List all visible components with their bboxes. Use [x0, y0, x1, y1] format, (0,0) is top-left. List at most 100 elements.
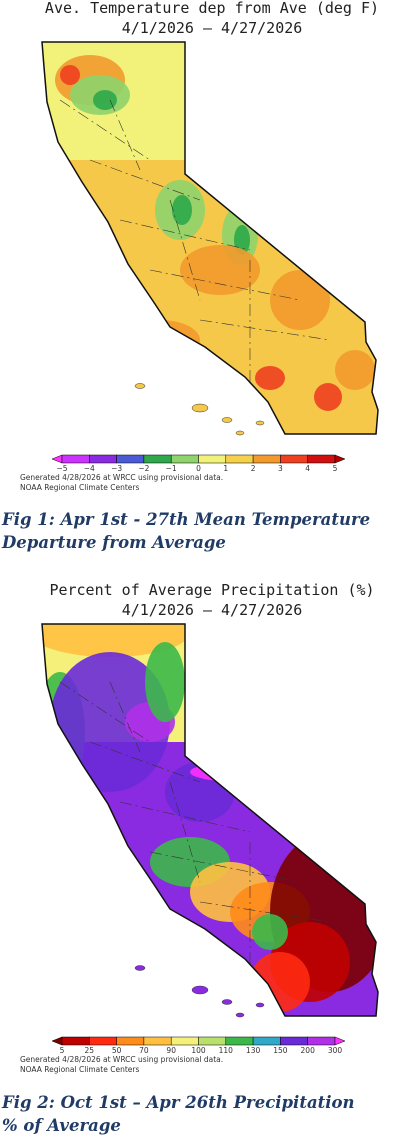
anomaly-area	[188, 940, 212, 964]
colorbar-label: 90	[166, 1046, 176, 1055]
caption-text: : Oct 1st – Apr 26th Precipitation % of …	[2, 1093, 355, 1135]
county-line	[169, 781, 201, 883]
anomaly-area	[255, 366, 285, 390]
colorbar-label: −2	[138, 464, 149, 473]
colorbar-segment	[170, 454, 199, 464]
colorbar-segment	[89, 454, 117, 464]
colorbar-label: −1	[166, 464, 177, 473]
county-line	[109, 99, 141, 171]
colorbar-segment	[280, 1036, 308, 1046]
island	[191, 403, 209, 413]
colorbar-end	[51, 1036, 63, 1046]
island	[191, 985, 209, 995]
anomaly-area	[50, 652, 170, 792]
colorbar-segment	[198, 454, 227, 464]
colorbar-label: 130	[246, 1046, 261, 1055]
colorbar-segment	[116, 1036, 145, 1046]
colorbar-label: 1	[223, 464, 228, 473]
state-outline	[41, 623, 379, 1017]
county-line	[149, 851, 301, 883]
colorbar-label: −4	[84, 464, 95, 473]
colorbar-label: 25	[85, 1046, 95, 1055]
colorbar-label: 3	[278, 464, 283, 473]
colorbar-label: −3	[111, 464, 122, 473]
generated-note: Generated 4/28/2026 at WRCC using provis…	[20, 1055, 223, 1064]
colorbar-label: 110	[219, 1046, 234, 1055]
anomaly-area	[42, 624, 190, 657]
colorbar-label: 0	[196, 464, 201, 473]
colorbar-end	[334, 454, 346, 464]
source-note: NOAA Regional Climate Centers	[20, 483, 139, 492]
figure-title: Ave. Temperature dep from Ave (deg F)	[45, 0, 379, 17]
county-line	[59, 681, 151, 743]
colorbar-segment	[225, 454, 254, 464]
anomaly-area	[130, 922, 190, 962]
anomaly-area	[314, 383, 342, 411]
colorbar-label: 2	[251, 464, 256, 473]
generated-note: Generated 4/28/2026 at WRCC using provis…	[20, 473, 223, 482]
caption-2: Fig 2: Oct 1st – Apr 26th Precipitation …	[2, 1091, 372, 1137]
colorbar-label: −5	[56, 464, 67, 473]
colorbar-label: 4	[305, 464, 310, 473]
colorbar-segment	[61, 1036, 90, 1046]
anomaly-area	[335, 350, 375, 390]
colorbar-label: 70	[139, 1046, 149, 1055]
colorbar-end	[334, 1036, 346, 1046]
colorbar-segment	[252, 454, 281, 464]
colorbar-segment	[307, 454, 336, 464]
anomaly-area	[120, 320, 200, 360]
colorbar-segment	[61, 454, 90, 464]
caption-1: Fig 1: Apr 1st - 27th Mean Temperature D…	[2, 508, 372, 554]
county-line	[169, 199, 201, 301]
colorbar-label: 5	[333, 464, 338, 473]
source-note: NOAA Regional Climate Centers	[20, 1065, 139, 1074]
colorbar-segment	[170, 1036, 199, 1046]
island	[235, 430, 245, 436]
colorbar-label: 200	[301, 1046, 316, 1055]
island	[235, 1012, 245, 1018]
anomaly-area	[50, 772, 90, 812]
county-line	[89, 741, 201, 783]
county-line	[119, 801, 251, 833]
island	[134, 965, 146, 971]
colorbar-segment	[116, 454, 145, 464]
colorbar-label: 300	[328, 1046, 343, 1055]
anomaly-area	[93, 90, 117, 110]
colorbar-segment	[252, 1036, 281, 1046]
county-line	[59, 99, 151, 161]
anomaly-area	[270, 270, 330, 330]
colorbar-segment	[198, 1036, 227, 1046]
county-line	[149, 269, 301, 301]
caption-label: Fig 1	[2, 510, 49, 529]
state-map	[42, 624, 378, 1016]
anomaly-area	[60, 65, 80, 85]
county-line	[119, 219, 251, 251]
colorbar-segment	[143, 454, 172, 464]
state-map	[42, 42, 378, 434]
anomaly-area	[252, 914, 288, 950]
caption-text: : Apr 1st - 27th Mean Temperature Depart…	[2, 510, 371, 552]
caption-label: Fig 2	[2, 1093, 49, 1112]
anomaly-area	[180, 245, 260, 295]
island	[221, 417, 233, 423]
figure-dates: 4/1/2026 – 4/27/2026	[122, 19, 303, 37]
colorbar-segment	[225, 1036, 254, 1046]
colorbar-end	[51, 454, 63, 464]
island	[255, 420, 265, 426]
county-line	[89, 159, 201, 201]
county-line	[109, 681, 141, 753]
colorbar-segment	[307, 1036, 336, 1046]
colorbar-segment	[280, 454, 308, 464]
island	[221, 999, 233, 1005]
island	[255, 1002, 265, 1008]
anomaly-area	[145, 642, 185, 722]
anomaly-area	[172, 195, 192, 225]
colorbar-label: 50	[112, 1046, 122, 1055]
colorbar-segment	[89, 1036, 117, 1046]
figure-dates: 4/1/2026 – 4/27/2026	[122, 601, 303, 619]
colorbar-label: 150	[273, 1046, 288, 1055]
island	[134, 383, 146, 389]
colorbar-label: 100	[191, 1046, 206, 1055]
